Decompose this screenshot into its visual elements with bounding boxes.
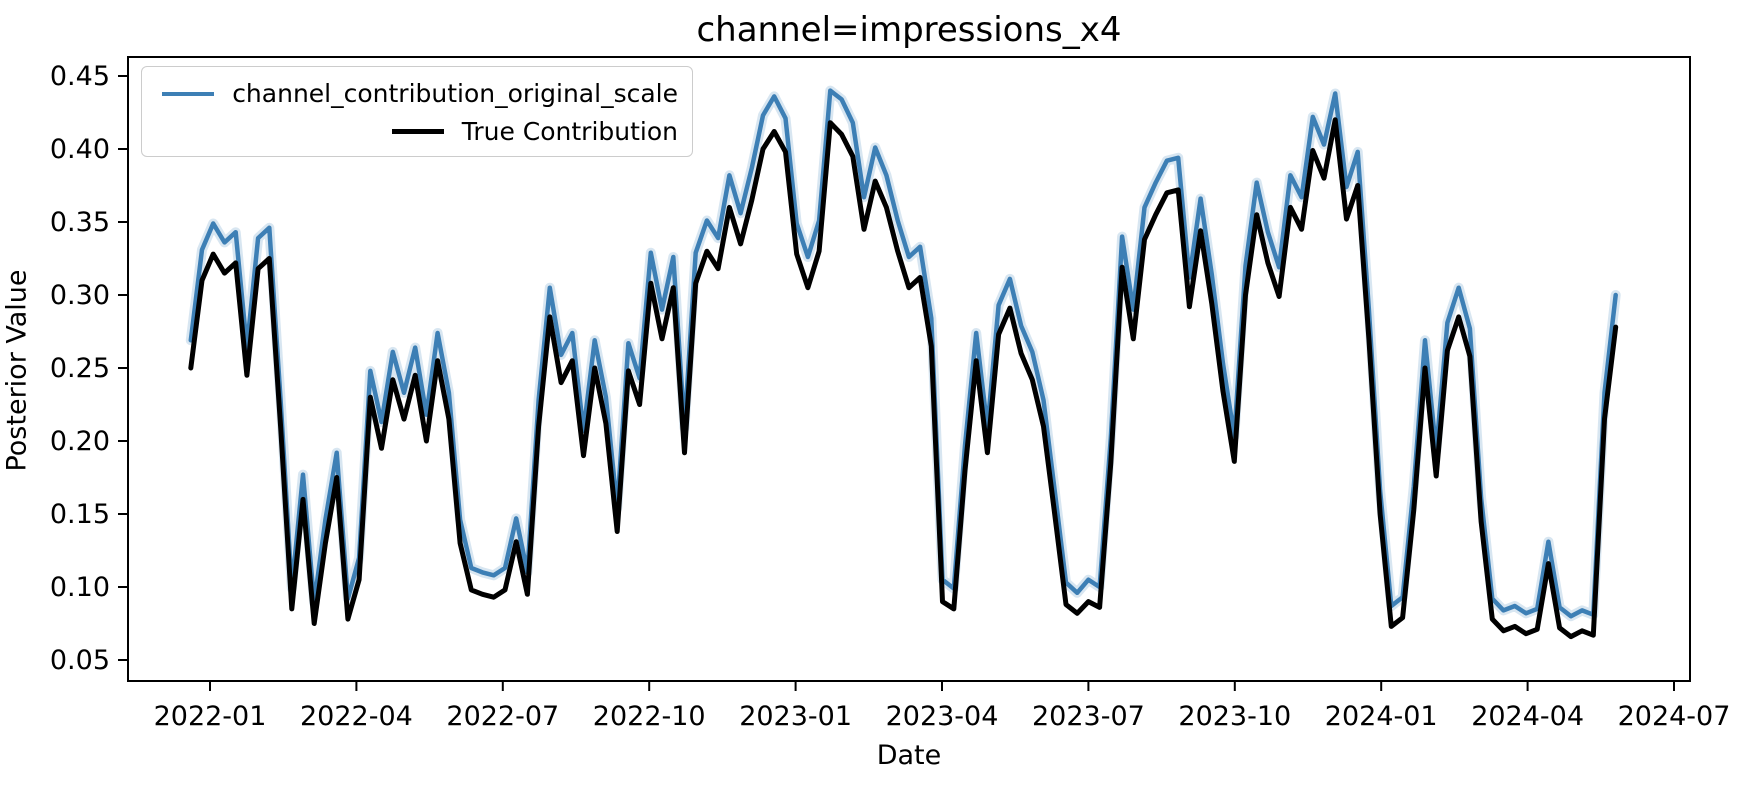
y-tick-label: 0.10 xyxy=(50,572,110,603)
y-tick-label: 0.05 xyxy=(50,645,110,676)
x-tick-label: 2022-10 xyxy=(593,701,706,732)
y-tick-label: 0.15 xyxy=(50,499,110,530)
y-tick-label: 0.25 xyxy=(50,353,110,384)
estimate-line-swatch xyxy=(162,91,215,96)
legend-label-estimate: channel_contribution_original_scale xyxy=(232,79,678,108)
legend-item-true: True Contribution xyxy=(154,115,678,148)
y-tick-label: 0.45 xyxy=(50,61,110,92)
legend: channel_contribution_original_scale True… xyxy=(141,66,693,157)
x-tick-label: 2023-04 xyxy=(886,701,999,732)
true-contribution-line xyxy=(188,117,1619,640)
y-tick-label: 0.20 xyxy=(50,426,110,457)
y-tick-label: 0.35 xyxy=(50,207,110,238)
x-axis-label: Date xyxy=(876,740,942,771)
true-line-swatch xyxy=(391,129,444,134)
x-tick-label: 2024-07 xyxy=(1618,701,1731,732)
estimate-hdi-band xyxy=(185,85,1621,622)
chart-title: channel=impressions_x4 xyxy=(696,10,1122,50)
x-tick-label: 2023-07 xyxy=(1032,701,1145,732)
x-tick-label: 2023-10 xyxy=(1178,701,1291,732)
x-tick-label: 2022-01 xyxy=(154,701,267,732)
legend-item-estimate: channel_contribution_original_scale xyxy=(154,77,678,110)
y-axis-label: Posterior Value xyxy=(1,269,33,472)
x-tick-label: 2022-07 xyxy=(446,701,559,732)
legend-label-true: True Contribution xyxy=(461,117,678,146)
x-tick-label: 2024-04 xyxy=(1471,701,1584,732)
y-tick-label: 0.30 xyxy=(50,280,110,311)
x-tick-label: 2022-04 xyxy=(300,701,413,732)
y-tick-label: 0.40 xyxy=(50,134,110,165)
x-tick-label: 2024-01 xyxy=(1325,701,1438,732)
x-tick-label: 2023-01 xyxy=(739,701,852,732)
estimate-line xyxy=(188,88,1618,619)
